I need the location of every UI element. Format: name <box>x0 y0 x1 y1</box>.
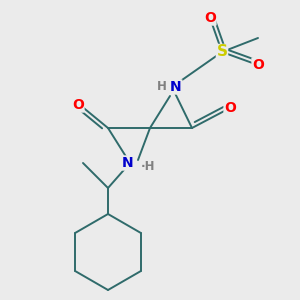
Text: O: O <box>204 11 216 25</box>
Text: O: O <box>224 101 236 115</box>
Text: O: O <box>252 58 264 72</box>
Text: N: N <box>122 156 134 170</box>
Text: H: H <box>157 80 167 94</box>
Text: N: N <box>170 80 182 94</box>
Text: ·H: ·H <box>141 160 155 172</box>
Text: S: S <box>217 44 227 59</box>
Text: O: O <box>72 98 84 112</box>
